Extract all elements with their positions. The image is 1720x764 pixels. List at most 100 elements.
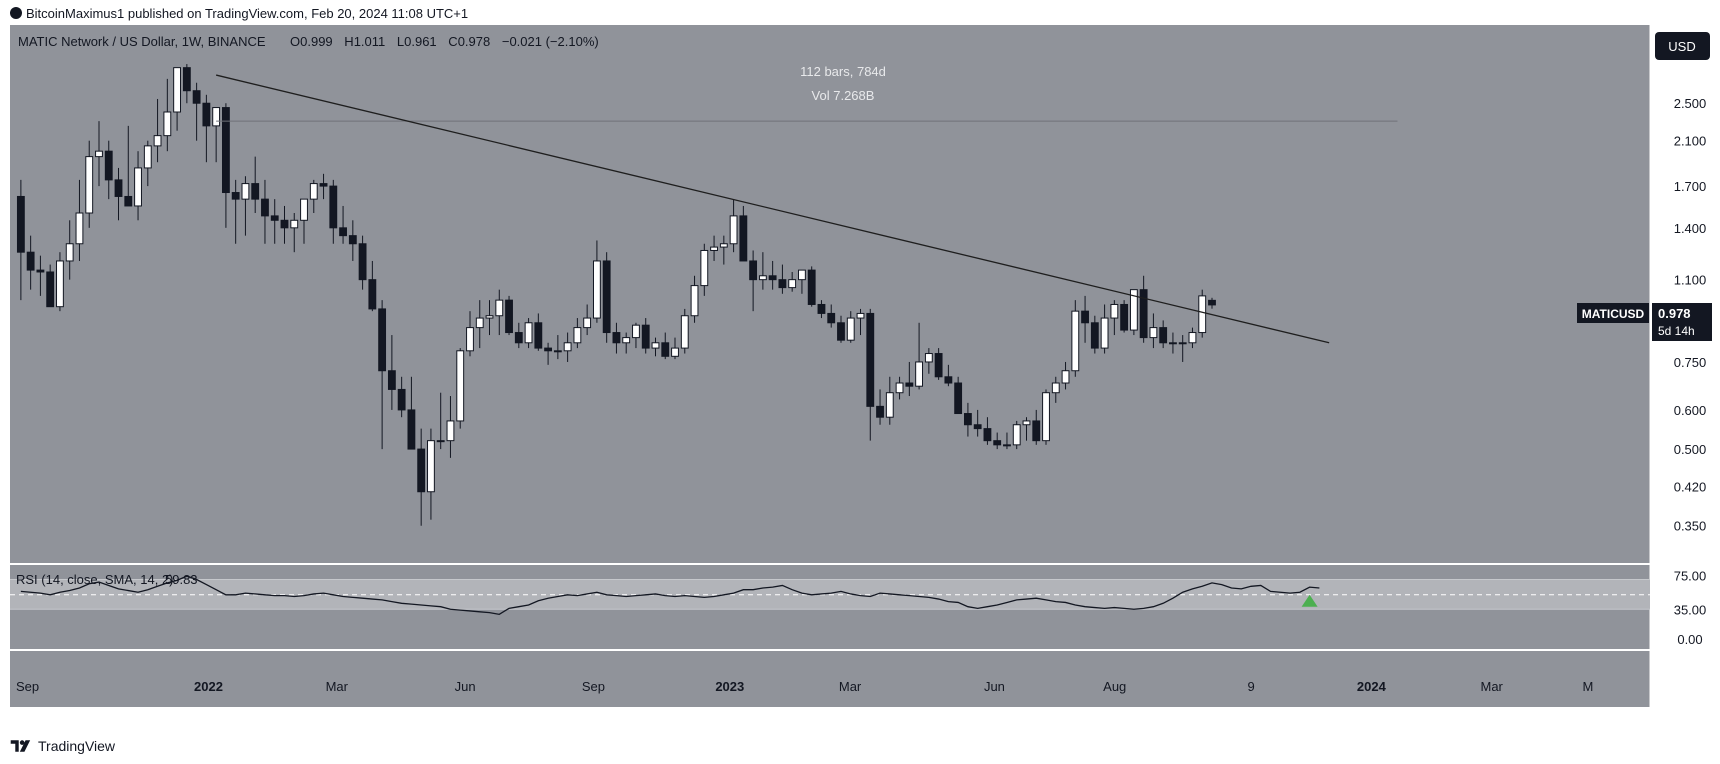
candle[interactable] [553, 335, 562, 360]
candle[interactable] [963, 402, 972, 437]
candle[interactable] [632, 322, 640, 349]
candle[interactable] [36, 255, 45, 296]
candle[interactable] [1071, 300, 1080, 377]
candle[interactable] [417, 428, 426, 526]
candle[interactable] [1081, 295, 1089, 343]
candle[interactable] [1042, 389, 1050, 445]
candle[interactable] [1100, 304, 1109, 354]
candle[interactable] [456, 348, 465, 429]
candle[interactable] [505, 295, 513, 336]
candle[interactable] [1159, 320, 1168, 349]
candle[interactable] [1198, 289, 1207, 338]
candle[interactable] [407, 376, 416, 450]
candle[interactable] [280, 205, 289, 244]
candle[interactable] [729, 199, 738, 253]
candle[interactable] [46, 264, 55, 308]
candle[interactable] [202, 94, 211, 163]
candle[interactable] [329, 179, 338, 244]
candle[interactable] [270, 199, 279, 244]
candle[interactable] [602, 252, 611, 343]
candle[interactable] [817, 300, 826, 319]
candle[interactable] [954, 376, 963, 415]
candle[interactable] [690, 275, 699, 323]
candle[interactable] [1012, 420, 1021, 450]
candle[interactable] [241, 176, 250, 236]
candle[interactable] [1022, 417, 1031, 441]
candle[interactable] [466, 311, 474, 357]
candle[interactable] [905, 361, 914, 397]
candle[interactable] [876, 389, 884, 425]
candle[interactable] [534, 313, 543, 351]
candle[interactable] [397, 376, 406, 418]
candle[interactable] [719, 235, 728, 265]
candle[interactable] [85, 140, 94, 228]
candle[interactable] [973, 409, 982, 437]
candle[interactable] [798, 269, 806, 294]
candle[interactable] [807, 266, 816, 307]
candle[interactable] [1188, 327, 1197, 349]
candle[interactable] [622, 332, 631, 354]
candle[interactable] [1169, 332, 1177, 354]
candle[interactable] [1129, 289, 1138, 336]
candle[interactable] [104, 140, 113, 200]
candle[interactable] [788, 271, 797, 292]
candle[interactable] [671, 337, 679, 360]
candle[interactable] [749, 250, 758, 312]
candle[interactable] [1120, 300, 1129, 333]
candle[interactable] [65, 220, 74, 280]
candle[interactable] [485, 300, 494, 336]
candle[interactable] [758, 252, 767, 290]
candle[interactable] [143, 140, 152, 187]
candle[interactable] [192, 82, 201, 141]
candle[interactable] [1061, 361, 1070, 390]
candle[interactable] [114, 167, 123, 221]
candle[interactable] [924, 348, 933, 374]
candle[interactable] [173, 67, 182, 131]
candle[interactable] [221, 103, 230, 228]
candle[interactable] [641, 318, 650, 354]
candle[interactable] [544, 342, 553, 365]
candle[interactable] [16, 179, 25, 301]
candle[interactable] [358, 235, 367, 290]
candle[interactable] [251, 156, 260, 214]
candle[interactable] [524, 318, 533, 349]
candle[interactable] [846, 311, 855, 343]
candle[interactable] [378, 300, 387, 450]
candle[interactable] [231, 179, 240, 244]
candle[interactable] [153, 98, 162, 163]
candle[interactable] [1003, 432, 1011, 450]
time-axis[interactable] [10, 651, 1650, 707]
candle[interactable] [427, 428, 435, 520]
candle[interactable] [309, 179, 318, 214]
candle[interactable] [495, 289, 504, 336]
candle[interactable] [1090, 315, 1099, 354]
candle[interactable] [827, 304, 836, 328]
candle[interactable] [661, 332, 670, 360]
rsi-line[interactable] [20, 575, 1320, 616]
candle[interactable] [368, 260, 377, 312]
candle[interactable] [1110, 300, 1119, 336]
candle[interactable] [26, 235, 35, 290]
candle[interactable] [895, 376, 904, 400]
candle[interactable] [1178, 335, 1187, 362]
candle[interactable] [1051, 376, 1060, 403]
candle[interactable] [768, 260, 777, 290]
candle[interactable] [75, 179, 84, 261]
candle[interactable] [680, 308, 689, 354]
descending-trendline[interactable] [215, 74, 1330, 344]
candle[interactable] [778, 264, 787, 294]
candle[interactable] [612, 322, 621, 354]
candle[interactable] [475, 300, 484, 349]
candle[interactable] [934, 348, 943, 380]
candle[interactable] [700, 243, 709, 296]
candle[interactable] [124, 125, 133, 207]
candle[interactable] [651, 337, 660, 357]
candle[interactable] [563, 332, 572, 362]
candle[interactable] [348, 220, 357, 261]
price-pane[interactable] [10, 25, 1650, 563]
footer-brand[interactable]: TradingView [10, 738, 115, 754]
candle[interactable] [182, 64, 191, 104]
candle[interactable] [339, 205, 347, 244]
candle[interactable] [1032, 409, 1041, 445]
candle[interactable] [993, 432, 1002, 450]
